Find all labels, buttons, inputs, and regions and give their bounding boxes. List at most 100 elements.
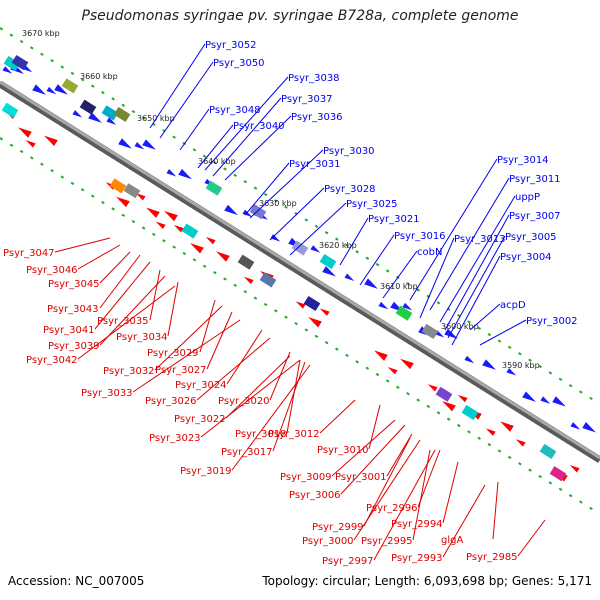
forward-gene-arrow[interactable] bbox=[88, 112, 104, 125]
reverse-gene-arrow[interactable] bbox=[386, 365, 397, 375]
feature-box[interactable] bbox=[182, 224, 199, 239]
feature-box[interactable] bbox=[540, 444, 557, 459]
gene-label[interactable]: Psyr_2996 bbox=[366, 503, 418, 514]
gene-label[interactable]: Psyr_3034 bbox=[116, 332, 168, 343]
forward-gene-arrow[interactable] bbox=[522, 391, 538, 404]
gene-label[interactable]: Psyr_3005 bbox=[505, 232, 557, 243]
gene-label[interactable]: Psyr_2985 bbox=[466, 552, 518, 563]
reverse-gene-arrow[interactable] bbox=[204, 235, 215, 245]
gene-label[interactable]: Psyr_3006 bbox=[289, 490, 341, 501]
gene-label[interactable]: Psyr_3038 bbox=[288, 73, 340, 84]
gene-label[interactable]: Psyr_3052 bbox=[205, 40, 257, 51]
gene-label[interactable]: Psyr_3002 bbox=[526, 316, 578, 327]
forward-gene-arrow[interactable] bbox=[552, 396, 568, 409]
reverse-gene-arrow[interactable] bbox=[426, 382, 437, 392]
reverse-gene-arrow[interactable] bbox=[16, 124, 32, 137]
gene-label[interactable]: Psyr_3028 bbox=[324, 184, 376, 195]
gene-label[interactable]: Psyr_2995 bbox=[361, 536, 413, 547]
gene-label[interactable]: Psyr_3007 bbox=[509, 211, 561, 222]
gene-label[interactable]: Psyr_3031 bbox=[289, 159, 341, 170]
feature-box[interactable] bbox=[304, 296, 321, 311]
forward-gene-arrow[interactable] bbox=[364, 278, 380, 291]
gene-label[interactable]: Psyr_3010 bbox=[317, 445, 369, 456]
reverse-gene-arrow[interactable] bbox=[484, 426, 495, 436]
reverse-gene-arrow[interactable] bbox=[24, 138, 35, 148]
gene-label[interactable]: Psyr_2993 bbox=[391, 553, 443, 564]
reverse-gene-arrow[interactable] bbox=[306, 314, 322, 327]
feature-box[interactable] bbox=[2, 103, 19, 118]
gene-label[interactable]: Psyr_3012 bbox=[268, 429, 320, 440]
gene-label[interactable]: Psyr_2997 bbox=[322, 556, 374, 567]
gene-label[interactable]: Psyr_3037 bbox=[281, 94, 333, 105]
reverse-gene-arrow[interactable] bbox=[318, 306, 329, 316]
gene-label[interactable]: glgA bbox=[441, 535, 463, 546]
gene-label[interactable]: Psyr_3013 bbox=[454, 234, 506, 245]
forward-gene-arrow[interactable] bbox=[378, 302, 389, 312]
gene-label[interactable]: Psyr_3022 bbox=[174, 414, 226, 425]
gene-label[interactable]: Psyr_3033 bbox=[81, 388, 133, 399]
reverse-gene-arrow[interactable] bbox=[114, 194, 130, 207]
reverse-gene-arrow[interactable] bbox=[568, 463, 579, 473]
feature-box[interactable] bbox=[238, 255, 255, 270]
gene-label[interactable]: Psyr_3009 bbox=[280, 472, 332, 483]
feature-box[interactable] bbox=[436, 387, 453, 402]
gene-label[interactable]: Psyr_3036 bbox=[291, 112, 343, 123]
gene-label[interactable]: Psyr_3017 bbox=[221, 447, 273, 458]
reverse-gene-arrow[interactable] bbox=[42, 133, 58, 146]
gene-label[interactable]: uppP bbox=[515, 192, 540, 203]
gene-label[interactable]: Psyr_3004 bbox=[500, 252, 552, 263]
gene-label[interactable]: Psyr_3048 bbox=[209, 105, 261, 116]
gene-label[interactable]: Psyr_3019 bbox=[180, 466, 232, 477]
forward-gene-arrow[interactable] bbox=[118, 138, 134, 151]
gene-label[interactable]: Psyr_2994 bbox=[391, 519, 443, 530]
gene-label[interactable]: Psyr_3050 bbox=[213, 58, 265, 69]
gene-label[interactable]: cobN bbox=[417, 247, 442, 258]
gene-label[interactable]: Psyr_3035 bbox=[97, 316, 149, 327]
feature-box[interactable] bbox=[260, 272, 277, 287]
feature-box[interactable] bbox=[124, 183, 141, 198]
feature-box[interactable] bbox=[80, 100, 97, 115]
forward-gene-arrow[interactable] bbox=[582, 422, 598, 435]
forward-gene-arrow[interactable] bbox=[540, 396, 551, 406]
gene-label[interactable]: Psyr_3040 bbox=[233, 121, 285, 132]
gene-label[interactable]: Psyr_3000 bbox=[302, 536, 354, 547]
gene-label[interactable]: Psyr_2999 bbox=[312, 522, 364, 533]
feature-box[interactable] bbox=[462, 405, 479, 420]
gene-label[interactable]: acpD bbox=[500, 300, 526, 311]
gene-label[interactable]: Psyr_3026 bbox=[145, 396, 197, 407]
gene-label[interactable]: Psyr_3025 bbox=[346, 199, 398, 210]
forward-gene-arrow[interactable] bbox=[270, 234, 281, 244]
forward-gene-arrow[interactable] bbox=[464, 356, 475, 366]
forward-gene-arrow[interactable] bbox=[322, 266, 338, 279]
reverse-gene-arrow[interactable] bbox=[372, 347, 388, 360]
gene-label[interactable]: Psyr_3045 bbox=[48, 279, 100, 290]
forward-gene-arrow[interactable] bbox=[344, 274, 355, 284]
reverse-gene-arrow[interactable] bbox=[214, 248, 230, 261]
forward-gene-arrow[interactable] bbox=[178, 169, 194, 182]
reverse-gene-arrow[interactable] bbox=[242, 275, 253, 285]
gene-label[interactable]: Psyr_3023 bbox=[149, 433, 201, 444]
gene-label[interactable]: Psyr_3032 bbox=[103, 366, 155, 377]
gene-label[interactable]: Psyr_3041 bbox=[43, 325, 95, 336]
feature-box[interactable] bbox=[320, 254, 337, 269]
forward-gene-arrow[interactable] bbox=[166, 169, 177, 179]
gene-label[interactable]: Psyr_3042 bbox=[26, 355, 78, 366]
gene-label[interactable]: Psyr_3046 bbox=[26, 265, 78, 276]
gene-label[interactable]: Psyr_3014 bbox=[497, 155, 549, 166]
forward-gene-arrow[interactable] bbox=[482, 359, 498, 372]
forward-gene-arrow[interactable] bbox=[570, 422, 581, 432]
gene-label[interactable]: Psyr_3029 bbox=[147, 348, 199, 359]
forward-gene-arrow[interactable] bbox=[224, 205, 240, 218]
reverse-gene-arrow[interactable] bbox=[456, 393, 467, 403]
reverse-gene-arrow[interactable] bbox=[498, 418, 514, 431]
gene-label[interactable]: Psyr_3011 bbox=[509, 174, 561, 185]
gene-label[interactable]: Psyr_3001 bbox=[335, 472, 387, 483]
reverse-gene-arrow[interactable] bbox=[294, 299, 305, 309]
reverse-gene-arrow[interactable] bbox=[188, 240, 204, 253]
gene-label[interactable]: Psyr_3016 bbox=[394, 231, 446, 242]
reverse-gene-arrow[interactable] bbox=[144, 205, 160, 218]
gene-label[interactable]: Psyr_3020 bbox=[218, 396, 270, 407]
gene-label[interactable]: Psyr_3043 bbox=[47, 304, 99, 315]
gene-label[interactable]: Psyr_3024 bbox=[175, 380, 227, 391]
gene-label[interactable]: Psyr_3027 bbox=[155, 365, 207, 376]
